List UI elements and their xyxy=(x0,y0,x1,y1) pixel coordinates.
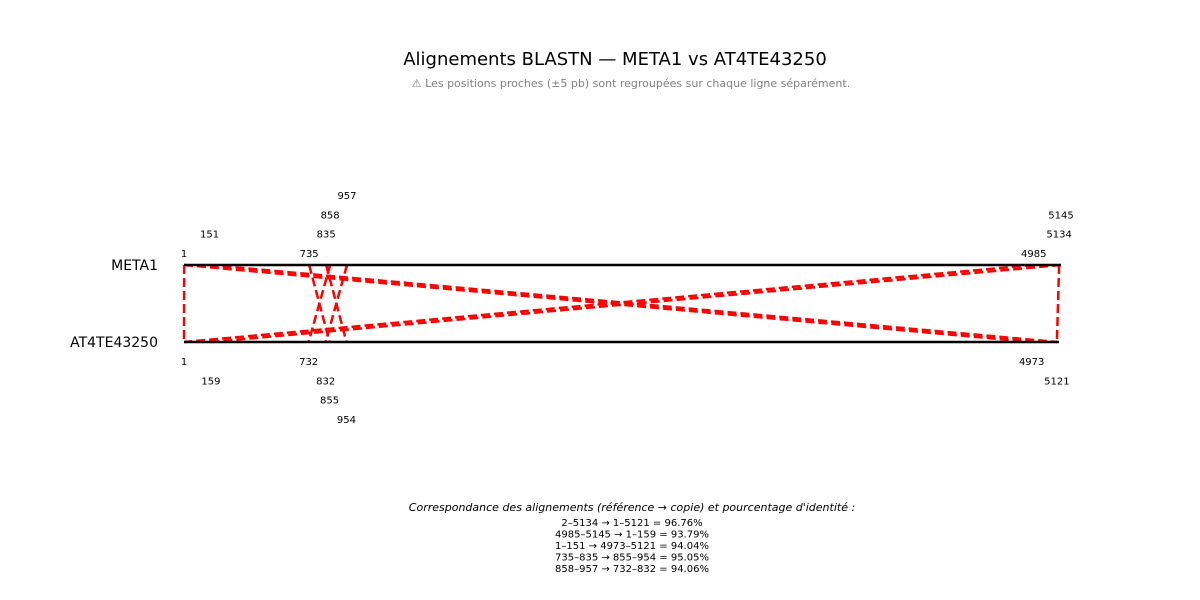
mapping-list: 2–5134 → 1–5121 = 96.76%4985–5145 → 1–15… xyxy=(555,518,709,575)
copy-position-label: 5121 xyxy=(1044,376,1069,387)
copy-position-label: 732 xyxy=(299,357,318,368)
figure-subtitle: ⚠ Les positions proches (±5 pb) sont reg… xyxy=(412,77,850,90)
copy-position-label: 1 xyxy=(181,357,187,368)
mapping-line: 858–957 → 732–832 = 94.06% xyxy=(555,564,709,575)
alignment-link-5-start xyxy=(307,264,332,343)
alignment-links xyxy=(182,263,1062,344)
copy-position-label: 159 xyxy=(201,376,220,387)
figure-title: Alignements BLASTN — META1 vs AT4TE43250 xyxy=(403,49,827,70)
ref-position-label: 151 xyxy=(200,230,219,241)
copy-position-label: 832 xyxy=(316,376,335,387)
mapping-caption: Correspondance des alignements (référenc… xyxy=(409,501,855,514)
copy-position-label: 855 xyxy=(320,396,339,407)
ref-position-label: 735 xyxy=(300,249,319,260)
copy-sequence-name: AT4TE43250 xyxy=(70,335,158,351)
ref-position-label: 1 xyxy=(181,249,187,260)
alignment-link-5-end xyxy=(324,264,349,343)
ref-position-label: 4985 xyxy=(1021,249,1046,260)
ref-sequence-name: META1 xyxy=(111,258,158,274)
copy-position-label: 954 xyxy=(337,415,356,426)
ref-position-label: 835 xyxy=(317,230,336,241)
alignment-link-1-end xyxy=(1055,264,1061,343)
mapping-line: 4985–5145 → 1–159 = 93.79% xyxy=(555,530,709,541)
mapping-line: 735–835 → 855–954 = 95.05% xyxy=(555,553,709,564)
ref-position-label: 5134 xyxy=(1046,230,1071,241)
ref-position-label: 957 xyxy=(337,191,356,202)
copy-position-label: 4973 xyxy=(1019,357,1044,368)
mapping-line: 1–151 → 4973–5121 = 94.04% xyxy=(555,541,709,552)
ref-position-label: 858 xyxy=(321,210,340,221)
ref-position-label: 5145 xyxy=(1048,210,1073,221)
mapping-line: 2–5134 → 1–5121 = 96.76% xyxy=(561,518,702,529)
alignment-link-3-start xyxy=(183,263,1032,344)
alignment-link-3-end xyxy=(209,263,1058,344)
alignment-link-2-end xyxy=(210,263,1062,344)
